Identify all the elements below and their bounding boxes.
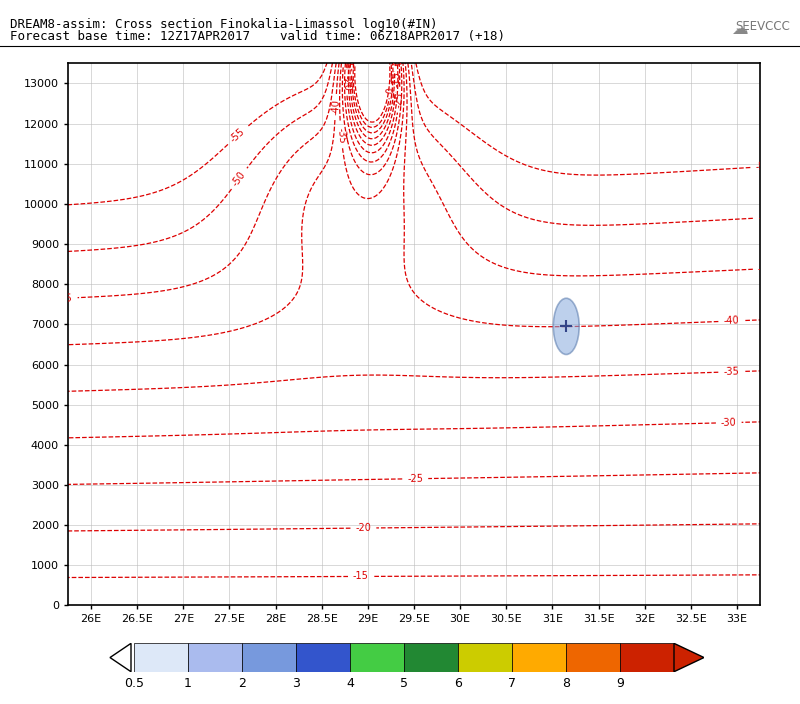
Text: DREAM8-assim: Cross section Finokalia-Limassol log10(#IN): DREAM8-assim: Cross section Finokalia-Li… (10, 18, 437, 30)
Text: -50: -50 (230, 169, 248, 188)
Ellipse shape (554, 298, 579, 355)
Text: -5: -5 (346, 61, 357, 71)
Text: -35: -35 (335, 127, 347, 144)
Text: SEEVCCC: SEEVCCC (735, 20, 790, 32)
Text: -25: -25 (394, 92, 405, 108)
Bar (242, 643, 296, 672)
Text: -10: -10 (388, 50, 399, 67)
Text: 8: 8 (562, 677, 570, 690)
Text: -15: -15 (391, 71, 402, 87)
Polygon shape (110, 643, 131, 672)
Text: -35: -35 (723, 367, 739, 377)
Polygon shape (674, 643, 704, 672)
Text: -40: -40 (330, 99, 341, 115)
Text: -30: -30 (721, 417, 737, 428)
Text: -45: -45 (758, 263, 774, 274)
Text: 7: 7 (508, 677, 516, 690)
Bar (566, 643, 620, 672)
Text: -25: -25 (407, 474, 423, 484)
Text: -30: -30 (338, 46, 350, 63)
Text: -15: -15 (353, 572, 369, 582)
Text: 2: 2 (238, 677, 246, 690)
Bar (458, 643, 512, 672)
Text: 3: 3 (292, 677, 300, 690)
Text: 1: 1 (184, 677, 192, 690)
Text: -20: -20 (342, 75, 352, 91)
Text: -20: -20 (355, 523, 371, 533)
Text: 0.5: 0.5 (124, 677, 144, 690)
Text: 6: 6 (454, 677, 462, 690)
Text: -55: -55 (755, 161, 772, 172)
Bar (188, 643, 242, 672)
Text: 5: 5 (350, 55, 361, 62)
Text: ☁: ☁ (731, 20, 748, 38)
Text: Forecast base time: 12Z17APR2017    valid time: 06Z18APR2017 (+18): Forecast base time: 12Z17APR2017 valid t… (10, 30, 505, 43)
Text: -45: -45 (57, 293, 73, 303)
Bar (620, 643, 674, 672)
Bar (512, 643, 566, 672)
Text: 5: 5 (400, 677, 408, 690)
Bar (134, 643, 188, 672)
Text: 9: 9 (616, 677, 624, 690)
Bar (296, 643, 350, 672)
Text: 4: 4 (346, 677, 354, 690)
Bar (350, 643, 404, 672)
Text: -55: -55 (228, 127, 246, 144)
Text: -50: -50 (758, 212, 774, 223)
Text: -40: -40 (723, 315, 739, 327)
Bar (404, 643, 458, 672)
Text: 0: 0 (385, 87, 396, 94)
